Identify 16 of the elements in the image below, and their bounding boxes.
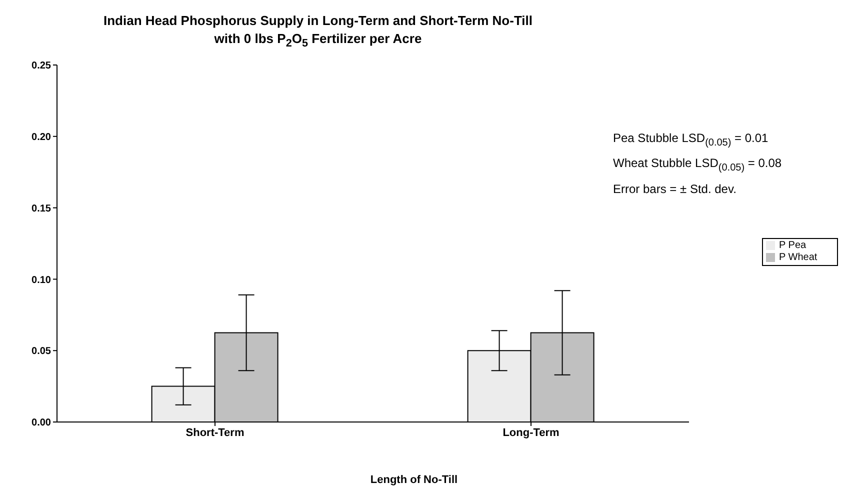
y-tick-label: 0.05 (32, 346, 52, 358)
chart-title: Indian Head Phosphorus Supply in Long-Term and Short-Term No-Till (102, 12, 534, 30)
annotation: Wheat Stubble LSD$_{(0.05)}$ = 0.08 (613, 155, 782, 176)
y-tick-label: 0.20 (32, 132, 52, 143)
annotation: Error bars = ± Std. dev. (613, 180, 738, 198)
x-tick-label: Short-Term (186, 426, 244, 439)
x-axis-title: Length of No-Till (369, 474, 459, 486)
y-tick-label: 0.15 (32, 203, 52, 214)
legend-label: P Wheat (779, 252, 818, 263)
y-tick-label: 0.00 (32, 418, 52, 429)
chart-subtitle: with 0 lbs P$_{2}$O$_{5}$ Fertilizer per Acre (213, 30, 423, 52)
annotation: Pea Stubble LSD$_{(0.05)}$ = 0.01 (613, 130, 770, 150)
y-tick-label: 0.10 (32, 274, 52, 286)
legend-label: P Pea (779, 240, 806, 251)
y-tick-label: 0.25 (32, 60, 52, 72)
x-tick-label: Long-Term (502, 426, 560, 439)
